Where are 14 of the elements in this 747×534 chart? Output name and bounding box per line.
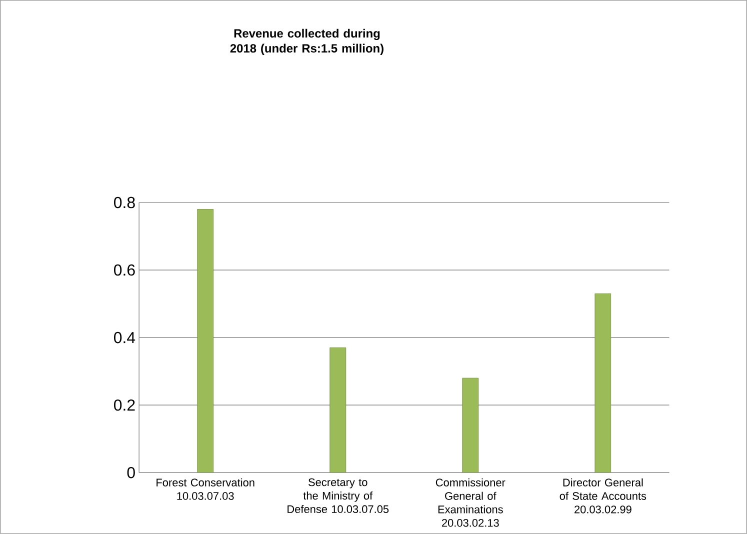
y-tick-label: 0.2 [114, 399, 135, 411]
x-tick-label: Secretary to the Ministry of Defense 10.03.07.05 [288, 478, 389, 514]
x-tick-label: Director General of State Accounts 20.03.02.99 [560, 478, 646, 514]
chart-title: Revenue collected during 2018 (under Rs:1.5 million) [230, 28, 384, 55]
y-tick-label: 0.4 [114, 332, 136, 344]
bar [330, 348, 346, 473]
y-tick-label: 0 [127, 466, 135, 478]
bar [462, 378, 479, 473]
bar [197, 209, 214, 473]
x-tick-label: Forest Conservation 10.03.07.03 [156, 478, 254, 500]
bar [594, 294, 612, 473]
y-tick-label: 0.8 [114, 196, 135, 208]
x-tick-label: Commissioner General of Examinations 20.03.02.13 [436, 478, 506, 527]
y-tick-label: 0.6 [114, 264, 135, 276]
